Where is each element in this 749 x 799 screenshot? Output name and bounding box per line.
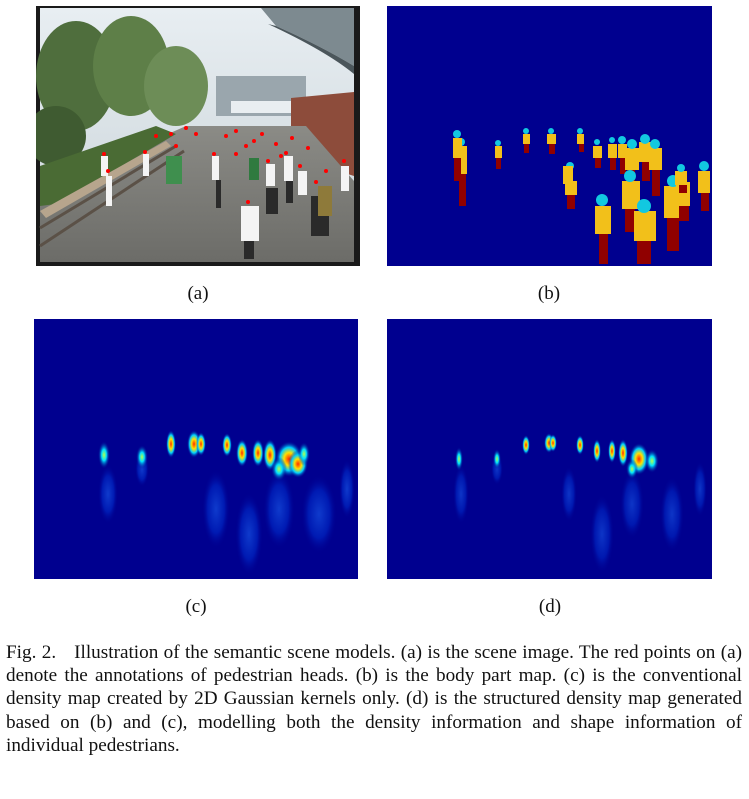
scene-image xyxy=(36,6,360,266)
caption-text: Illustration of the semantic scene model… xyxy=(6,642,742,756)
body-part-map-panel xyxy=(387,6,712,266)
panel-label-d: (d) xyxy=(538,596,562,617)
structured-density-map xyxy=(387,319,712,579)
body-part-map xyxy=(387,6,712,266)
panel-label-c: (c) xyxy=(185,596,207,617)
structured-density-map-panel xyxy=(387,319,712,579)
conventional-density-map-panel xyxy=(34,319,358,579)
figure-number: Fig. 2. xyxy=(6,642,57,663)
conventional-density-map xyxy=(34,319,358,579)
panel-label-a: (a) xyxy=(187,283,209,304)
scene-image-panel xyxy=(36,6,360,266)
panel-label-b: (b) xyxy=(537,283,561,304)
figure-caption: Fig. 2. Illustration of the semantic scen… xyxy=(6,641,742,757)
